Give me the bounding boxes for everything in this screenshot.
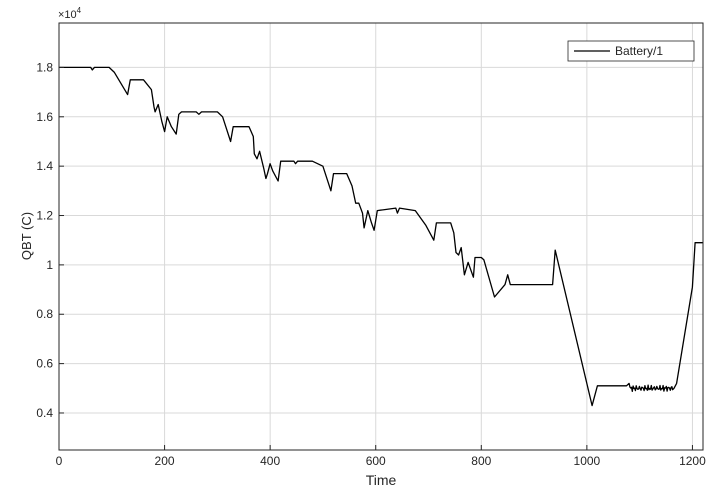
x-tick-label: 0 — [56, 454, 63, 468]
y-tick-label: 1.8 — [36, 60, 53, 74]
y-tick-label: 0.8 — [36, 307, 53, 321]
y-tick-label: 1.4 — [36, 159, 53, 173]
x-tick-label: 600 — [366, 454, 386, 468]
y-tick-label: 0.4 — [36, 406, 53, 420]
x-tick-label: 1000 — [574, 454, 601, 468]
x-tick-label: 400 — [260, 454, 280, 468]
y-tick-label: 1.2 — [36, 209, 53, 223]
x-tick-label: 1200 — [679, 454, 706, 468]
x-tick-label: 200 — [155, 454, 175, 468]
y-axis-label: QBT (C) — [19, 212, 34, 260]
x-axis-label: Time — [366, 472, 397, 488]
y-exponent-label: ×104 — [58, 6, 82, 21]
series-layer — [59, 66, 703, 407]
y-tick-label: 0.6 — [36, 357, 53, 371]
axis-ticks: 0 200 400 600 800 1000 1200 0.4 0.6 0.8 1 1.2 1.4 1.6… — [36, 60, 706, 468]
series-line — [59, 66, 703, 407]
y-tick-label: 1 — [46, 258, 53, 272]
legend-box — [567, 40, 695, 62]
plot-frame — [58, 22, 704, 451]
y-tick-label: 1.6 — [36, 110, 53, 124]
x-tick-label: 800 — [471, 454, 491, 468]
legend-label: Battery/1 — [615, 44, 663, 58]
plot-area — [59, 23, 703, 450]
grid-lines — [58, 23, 703, 450]
legend: Battery/1 — [567, 40, 695, 62]
